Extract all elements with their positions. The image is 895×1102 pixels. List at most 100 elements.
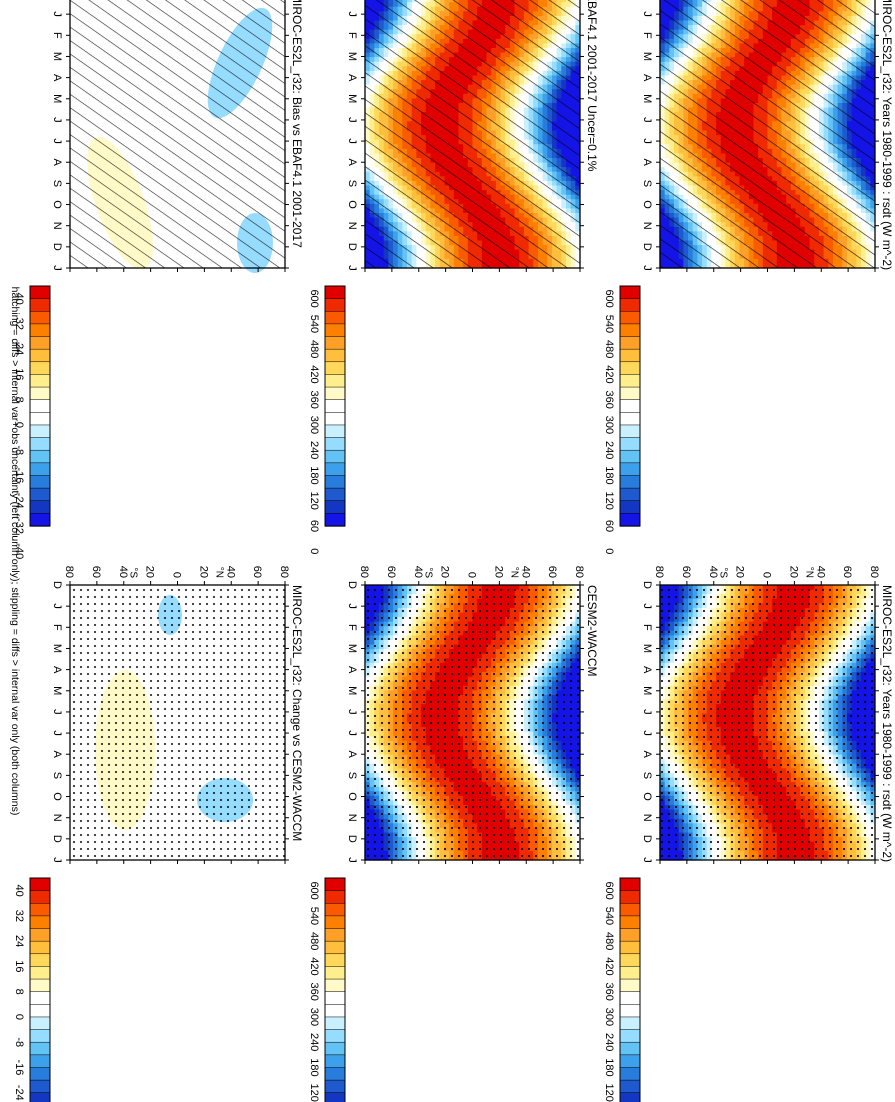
month-tick-label: O (51, 200, 63, 209)
colorbar-swatch (29, 449, 51, 464)
month-tick-label: O (641, 200, 653, 209)
latitude-tick-label: 80 (358, 566, 370, 578)
colorbar-swatch (324, 386, 346, 401)
month-tick-label: J (346, 857, 358, 863)
colorbar-swatch (29, 1054, 51, 1069)
colorbar-swatch (324, 449, 346, 464)
colorbar-label: -8 (13, 445, 25, 455)
colorbar-label: 300 (603, 1008, 615, 1026)
colorbar-label: 360 (308, 391, 320, 409)
colorbar-label: 40 (13, 885, 25, 897)
colorbar-label: -16 (13, 468, 25, 484)
colorbar-swatch (29, 928, 51, 942)
colorbar-label: -16 (13, 1060, 25, 1076)
colorbar-swatch (29, 386, 51, 401)
colorbar-swatch (619, 877, 641, 892)
month-tick-label: A (346, 751, 358, 759)
latitude-tick-label: 60 (546, 566, 558, 578)
month-tick-label: M (641, 94, 653, 103)
colorbar-swatch (29, 285, 51, 300)
month-tick-label: J (641, 709, 653, 715)
colorbar-swatch (324, 915, 346, 930)
colorbar-label: 60 (603, 520, 615, 532)
colorbar-swatch (29, 336, 51, 350)
colorbar-swatch (619, 361, 641, 376)
month-tick-label: M (346, 644, 358, 653)
colorbar-label: 600 (603, 881, 615, 899)
month-tick-label: A (346, 159, 358, 167)
colorbar-swatch (29, 374, 51, 388)
colorbar-label: 180 (308, 466, 320, 484)
colorbar-swatch (29, 1016, 51, 1031)
colorbar-swatch (324, 953, 346, 968)
month-tick-label: F (51, 624, 63, 631)
colorbar-label: 24 (13, 343, 25, 355)
colorbar-label: 480 (603, 340, 615, 358)
colorbar-swatch (619, 1054, 641, 1069)
colorbar-swatch (619, 1004, 641, 1018)
colorbar-label: 8 (13, 397, 25, 403)
colorbar-swatch (29, 412, 51, 426)
colorbar-swatch (619, 978, 641, 993)
colorbar-swatch (619, 1016, 641, 1031)
colorbar-swatch (619, 311, 641, 325)
month-tick-label: A (641, 666, 653, 674)
colorbar-swatch (619, 449, 641, 464)
colorbar-label: 300 (308, 1008, 320, 1026)
colorbar-label: 300 (308, 416, 320, 434)
colorbar-label: -40 (13, 543, 25, 559)
colorbar-swatch (619, 966, 641, 980)
colorbar-swatch (619, 487, 641, 502)
month-tick-label: D (51, 581, 63, 589)
colorbar-swatch (324, 424, 346, 439)
latitude-tick-label: 80 (868, 566, 880, 578)
colorbar-swatch (324, 311, 346, 325)
latitude-tick-label: 80 (278, 566, 290, 578)
hemisphere-label-south: °S (718, 567, 729, 578)
colorbar-swatch (619, 500, 641, 515)
colorbar-label: 0 (308, 548, 320, 554)
month-tick-label: S (346, 180, 358, 187)
colorbar-swatch (29, 424, 51, 439)
heatmap-panel: D J F M A M J J A S O N D J 80 60 40 20 0 20 40 60 80 °N °S MIROC… (51, 566, 304, 864)
latitude-tick-label: 60 (841, 566, 853, 578)
month-tick-label: D (641, 835, 653, 843)
colorbar-swatch (619, 928, 641, 942)
colorbar-swatch (29, 437, 51, 451)
month-tick-label: N (346, 222, 358, 230)
month-tick-label: S (641, 180, 653, 187)
colorbar-swatch (619, 940, 641, 955)
colorbar-swatch (324, 348, 346, 363)
colorbar-swatch (29, 953, 51, 968)
month-tick-label: O (641, 792, 653, 801)
colorbar-swatch (619, 285, 641, 300)
colorbar-label: 420 (308, 365, 320, 383)
colorbar-swatch (29, 348, 51, 363)
colorbar-swatch (619, 412, 641, 426)
panel-title: CESM2-WACCM (585, 585, 599, 677)
colorbar-swatch (29, 323, 51, 338)
month-tick-label: D (346, 835, 358, 843)
month-tick-label: J (346, 730, 358, 736)
colorbar-swatch (29, 487, 51, 502)
colorbar-label: 120 (308, 492, 320, 510)
panel-title: MIROC-ES2L_r32: Years 1980-1999 : rsdt (… (880, 585, 894, 862)
month-tick-label: M (641, 644, 653, 653)
colorbar-label: 16 (13, 960, 25, 972)
colorbar-swatch (324, 940, 346, 955)
colorbar-swatch (29, 978, 51, 993)
month-tick-label: A (641, 74, 653, 82)
month-tick-label: D (346, 581, 358, 589)
month-tick-label: J (346, 709, 358, 715)
panel-title: MIROC-ES2L_r32: Years 1980-1999 : rsdt (… (880, 0, 894, 270)
month-tick-label: J (51, 11, 63, 17)
heatmap-panel: D J F M A M J J A S O N D J 80 60 40 20 0 20 40 60 80 °N °S MIROC… (641, 566, 894, 864)
colorbar-swatch (324, 1092, 346, 1102)
colorbar-label: -24 (13, 493, 25, 509)
latitude-tick-label: 20 (144, 566, 156, 578)
colorbar-swatch (619, 1029, 641, 1043)
colorbar-swatch (619, 1092, 641, 1102)
